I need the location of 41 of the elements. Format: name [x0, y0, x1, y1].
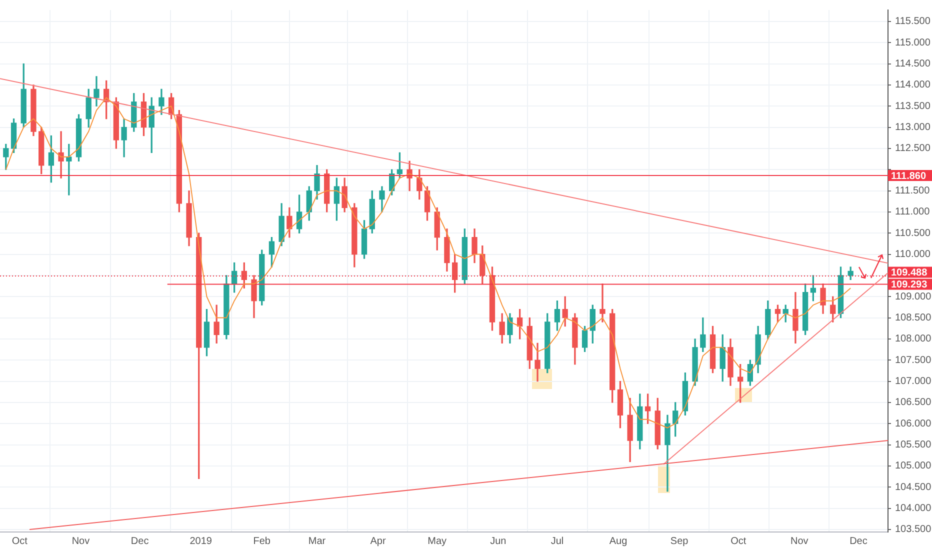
y-tick-label: 108.500 [895, 312, 932, 324]
x-tick-label: Feb [253, 536, 271, 547]
x-tick-label: Dec [130, 536, 149, 547]
y-tick-label: 108.000 [895, 334, 932, 345]
y-tick-label: 107.500 [895, 354, 932, 366]
ref-line-label: 111.860 [891, 170, 926, 182]
x-tick-label: Nov [72, 536, 90, 547]
y-tick-label: 110.500 [895, 228, 931, 239]
x-tick-label: Aug [609, 536, 628, 547]
y-tick-label: 106.500 [895, 397, 932, 408]
x-tick-label: Jun [490, 536, 506, 547]
x-tick-label: Oct [12, 536, 28, 547]
y-tick-label: 114.500 [895, 58, 931, 70]
x-tick-label: 2019 [190, 536, 212, 547]
y-tick-label: 113.500 [895, 100, 931, 112]
y-tick-label: 104.500 [895, 482, 932, 493]
y-tick-label: 111.000 [895, 206, 930, 218]
y-tick-label: 105.500 [895, 440, 932, 451]
y-tick-label: 106.000 [895, 418, 932, 430]
x-tick-label: Nov [790, 536, 808, 547]
y-tick-label: 110.000 [895, 249, 931, 260]
y-tick-label: 103.500 [895, 524, 932, 536]
y-tick-label: 112.500 [895, 143, 931, 154]
x-tick-label: Apr [370, 536, 386, 547]
x-tick-label: Oct [730, 536, 746, 547]
x-tick-label: Dec [850, 536, 868, 547]
annotation: 109.293 [891, 279, 928, 290]
ref-line-label: 109.488 [891, 267, 928, 278]
y-tick-label: 111.500 [895, 186, 930, 197]
y-tick-label: 107.000 [895, 376, 932, 388]
y-tick-label: 114.000 [895, 80, 931, 91]
x-tick-label: Sep [670, 536, 689, 547]
y-tick-label: 109.000 [895, 291, 932, 302]
y-tick-label: 113.000 [895, 122, 931, 134]
y-tick-label: 105.000 [895, 460, 932, 472]
x-tick-label: Jul [550, 536, 564, 547]
x-tick-label: Mar [308, 536, 326, 547]
y-tick-label: 115.500 [895, 16, 931, 28]
x-tick-label: May [428, 536, 447, 547]
y-tick-label: 115.000 [895, 37, 931, 48]
y-tick-label: 104.000 [895, 503, 932, 514]
